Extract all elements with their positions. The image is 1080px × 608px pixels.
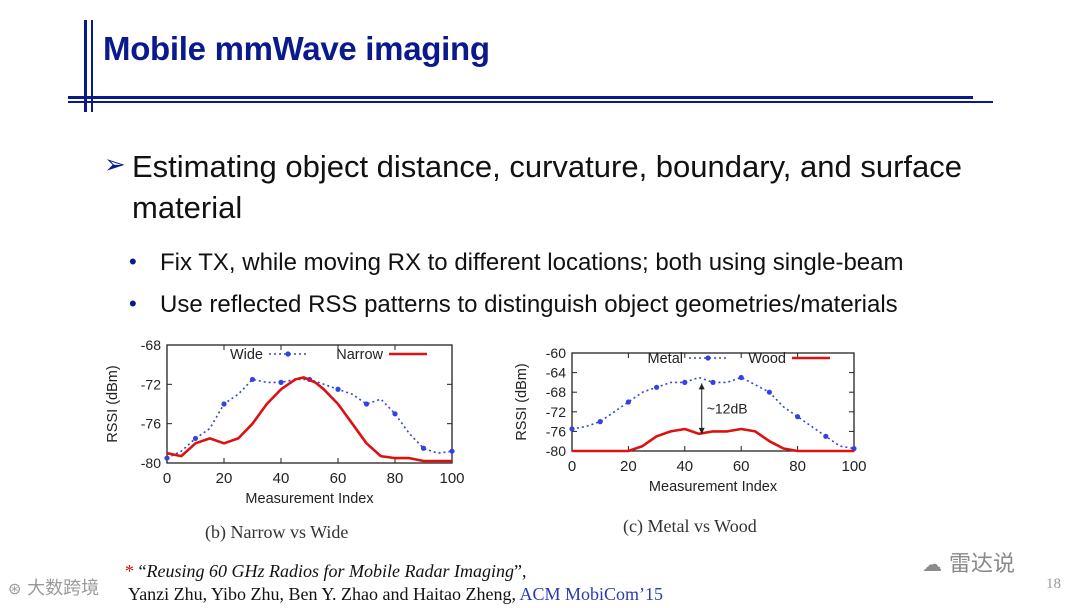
data-point [597, 419, 603, 425]
chart-metal-vs-wood: 0 20 40 60 80 100 -60 -64 -68 -72 -76 -80 Measuremen… [514, 345, 867, 495]
watermark-right: ☁ 雷达说 [922, 546, 1015, 578]
data-point [335, 386, 341, 392]
watermark-logo-icon: ⊛ [8, 579, 22, 598]
data-point [392, 411, 398, 417]
title-vertical-rule-thin [91, 20, 93, 112]
x-axis-label: Measurement Index [649, 479, 778, 495]
sub-bullet-2: Use reflected RSS patterns to distinguis… [160, 291, 898, 318]
chart-narrow-vs-wide: 0 20 40 60 80 100 -68 -72 -76 -80 Measurement Inde… [105, 337, 465, 507]
y-tick-label: -64 [546, 365, 566, 381]
data-point [738, 374, 744, 381]
data-point [654, 384, 660, 390]
data-point [221, 401, 227, 407]
annotation-12db: ~12dB [707, 401, 748, 417]
watermark-left-text: 大数跨境 [27, 578, 100, 599]
watermark-right-text: 雷达说 [949, 552, 1016, 577]
x-tick-label: 100 [439, 470, 464, 487]
x-tick-label: 60 [330, 470, 347, 487]
y-tick-label: -76 [546, 423, 566, 439]
title-vertical-rule [84, 20, 87, 112]
dot-bullet-icon: • [129, 249, 137, 274]
data-point [249, 376, 256, 383]
reference-quote-open: “ [138, 561, 147, 581]
reference-authors: Yanzi Zhu, Yibo Zhu, Ben Y. Zhao and Hai… [128, 584, 516, 604]
y-tick-label: -72 [141, 376, 161, 392]
data-point [278, 379, 284, 385]
data-point [682, 379, 688, 385]
arrow-down-icon [698, 427, 705, 434]
y-axis-label: RSSI (dBm) [514, 363, 530, 440]
data-point [766, 389, 772, 395]
series-line-narrow [166, 376, 452, 463]
arrow-bullet-icon: ➢ [104, 149, 126, 179]
x-tick-label: 0 [163, 470, 171, 487]
x-tick-label: 100 [841, 458, 866, 475]
reference-quote-close: ”, [513, 561, 527, 581]
data-point [363, 401, 370, 407]
y-tick-label: -80 [546, 443, 566, 459]
data-point [710, 379, 716, 385]
legend-marker [285, 351, 291, 357]
plot-frame [571, 352, 855, 452]
reference-star: * [125, 561, 134, 581]
x-tick-label: 80 [789, 458, 806, 475]
reference-line-1: * “Reusing 60 GHz Radios for Mobile Rada… [125, 561, 526, 582]
plot-frame [166, 344, 453, 464]
y-axis-label: RSSI (dBm) [105, 365, 121, 442]
legend-label: Narrow [336, 347, 383, 363]
y-tick-label: -60 [546, 345, 566, 361]
y-tick-label: -76 [141, 416, 161, 432]
sub-bullet-1: Fix TX, while moving RX to different loc… [160, 249, 904, 276]
x-tick-label: 20 [620, 458, 637, 475]
x-tick-label: 20 [216, 470, 233, 487]
reference-paper-title: Reusing 60 GHz Radios for Mobile Radar I… [146, 561, 514, 581]
y-tick-label: -80 [141, 455, 161, 471]
series-line-wide [166, 378, 453, 459]
data-point [823, 433, 829, 439]
x-tick-label: 80 [387, 470, 404, 487]
data-point [625, 399, 631, 405]
data-point [795, 414, 801, 420]
data-point [420, 445, 427, 451]
arrow-up-icon [698, 383, 705, 390]
data-point [164, 455, 170, 461]
x-tick-label: 0 [568, 458, 576, 475]
data-point [192, 435, 199, 442]
chart-caption-b: (b) Narrow vs Wide [205, 522, 349, 542]
legend-label: Wood [748, 351, 786, 367]
dot-bullet-icon: • [129, 291, 137, 316]
title-underline [68, 96, 973, 99]
x-tick-label: 40 [273, 470, 290, 487]
reference-line-2: Yanzi Zhu, Yibo Zhu, Ben Y. Zhao and Hai… [128, 584, 663, 605]
series-line-wood [572, 427, 854, 453]
watermark-left: ⊛ 大数跨境 [8, 574, 99, 600]
data-point [449, 448, 455, 454]
reference-venue: ACM MobiCom’15 [519, 584, 663, 604]
y-tick-label: -68 [546, 384, 566, 400]
legend-marker [705, 355, 711, 361]
legend-label: Wide [230, 347, 263, 363]
chart-caption-c: (c) Metal vs Wood [623, 516, 757, 536]
y-tick-label: -72 [546, 404, 566, 420]
slide-title: Mobile mmWave imaging [103, 30, 490, 67]
x-tick-label: 60 [733, 458, 750, 475]
title-underline-thin [68, 101, 993, 103]
x-tick-label: 40 [676, 458, 693, 475]
x-axis-label: Measurement Index [245, 491, 374, 507]
wechat-icon: ☁ [922, 552, 942, 576]
legend-label: Metal [648, 351, 683, 367]
y-tick-label: -68 [141, 337, 161, 353]
page-number: 18 [1046, 576, 1061, 592]
main-bullet-text: Estimating object distance, curvature, b… [132, 149, 962, 225]
data-point [569, 426, 575, 432]
